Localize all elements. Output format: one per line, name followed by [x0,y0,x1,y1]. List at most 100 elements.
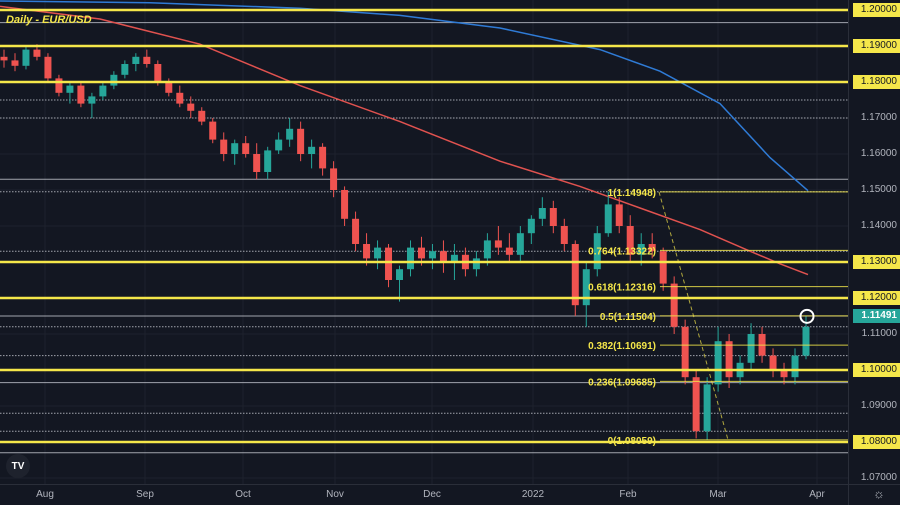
candlestick[interactable] [0,49,8,68]
candlestick[interactable] [692,370,700,439]
candlestick[interactable] [77,82,85,108]
candlestick[interactable] [132,53,140,72]
candlestick[interactable] [264,146,272,180]
chart-title: Daily - EUR/USD [6,14,92,26]
candlestick[interactable] [176,85,184,108]
candlestick[interactable] [703,377,711,440]
candlestick[interactable] [472,251,480,277]
time-axis-label: Nov [326,489,344,500]
candlestick[interactable] [549,200,557,234]
candlestick[interactable] [22,46,30,70]
fib-level-label: 1(1.14948) [608,188,656,199]
candlestick[interactable] [516,226,524,262]
candlestick[interactable] [88,92,96,118]
candlestick[interactable] [406,240,414,277]
current-price-label: 1.11491 [853,309,900,324]
candlestick[interactable] [505,233,513,262]
candlestick[interactable] [527,215,535,244]
candlestick[interactable] [626,215,634,262]
candlestick[interactable] [593,226,601,277]
candlestick[interactable] [714,326,722,392]
candlestick[interactable] [681,319,689,385]
candlestick[interactable] [231,139,239,165]
candlestick[interactable] [44,53,52,82]
candlestick[interactable] [385,244,393,288]
price-axis-label: 1.09000 [860,400,897,411]
candlestick[interactable] [483,233,491,266]
candlestick[interactable] [187,96,195,118]
time-axis-label: 2022 [521,489,545,500]
candlestick[interactable] [396,265,404,302]
candlestick[interactable] [121,60,129,79]
price-axis-label: 1.19000 [853,39,900,53]
moving-averages [0,0,809,276]
candlestick[interactable] [769,348,777,378]
candlestick[interactable] [560,218,568,252]
candlestick[interactable] [494,226,502,255]
time-axis-label: Aug [36,489,54,500]
moving-average-line[interactable] [0,5,809,276]
price-axis[interactable]: 1.20000 1.19000 1.18000 1.17000 1.16000 1.150… [848,0,900,484]
candlestick[interactable] [747,323,755,370]
price-axis-label: 1.13000 [853,255,900,269]
price-plot-area[interactable]: 1(1.14948) 0.764(1.13322) 0.618(1.12316) 0.… [0,0,848,484]
settings-gear-icon[interactable]: ☼ [873,486,885,501]
candlestick[interactable] [659,247,667,291]
candlestick[interactable] [582,262,590,327]
major-horizontal-levels [0,8,848,444]
candlestick[interactable] [439,240,447,273]
candlestick[interactable] [428,244,436,270]
candlestick[interactable] [538,197,546,226]
price-axis-label: 1.14000 [860,220,897,231]
fib-level-label: 0.618(1.12316) [588,283,656,294]
candlestick[interactable] [780,362,788,385]
candlestick[interactable] [330,161,338,198]
candlesticks [0,44,810,440]
price-axis-label: 1.20000 [853,3,900,17]
price-axis-label: 1.17000 [860,112,897,123]
candlestick[interactable] [297,121,305,162]
candlestick[interactable] [352,211,360,252]
time-axis-label: Dec [423,489,441,500]
candlestick[interactable] [571,240,579,316]
tradingview-logo[interactable]: TV [6,454,30,478]
candlestick[interactable] [209,118,217,144]
candlestick[interactable] [253,143,261,180]
candlestick[interactable] [308,139,316,169]
candlestick[interactable] [55,74,63,97]
time-axis-label: Sep [136,489,154,500]
candlestick[interactable] [198,107,206,126]
candlestick[interactable] [110,71,118,90]
candlestick[interactable] [11,53,19,72]
price-axis-label: 1.12000 [853,291,900,305]
candlestick[interactable] [242,136,250,158]
moving-average-line[interactable] [0,0,809,192]
price-axis-label: 1.18000 [853,75,900,89]
time-axis[interactable]: Aug Sep Oct Nov Dec 2022 Feb Mar Apr [0,484,848,505]
candlestick[interactable] [99,82,107,100]
candlestick[interactable] [363,233,371,266]
candlestick[interactable] [275,132,283,154]
candlestick[interactable] [66,82,74,104]
fib-level-label: 0.764(1.13322) [588,246,656,257]
candlestick[interactable] [648,233,656,259]
price-axis-label: 1.16000 [860,148,897,159]
candlestick[interactable] [341,186,349,226]
candlestick[interactable] [637,233,645,266]
candlestick[interactable] [143,49,151,68]
candlestick[interactable] [615,197,623,234]
candlestick[interactable] [670,276,678,334]
time-axis-label: Mar [709,489,727,500]
candlestick[interactable] [791,348,799,385]
price-axis-label: 1.08000 [853,435,900,449]
fib-level-label: 0.382(1.10691) [588,341,656,352]
candlestick[interactable] [286,118,294,147]
highlight-circle [799,308,815,324]
current-price-marker [799,308,815,324]
candlestick[interactable] [604,191,612,237]
candlestick[interactable] [319,143,327,176]
candlestick[interactable] [725,334,733,388]
candlestick[interactable] [374,240,382,270]
candlestick[interactable] [220,132,228,162]
